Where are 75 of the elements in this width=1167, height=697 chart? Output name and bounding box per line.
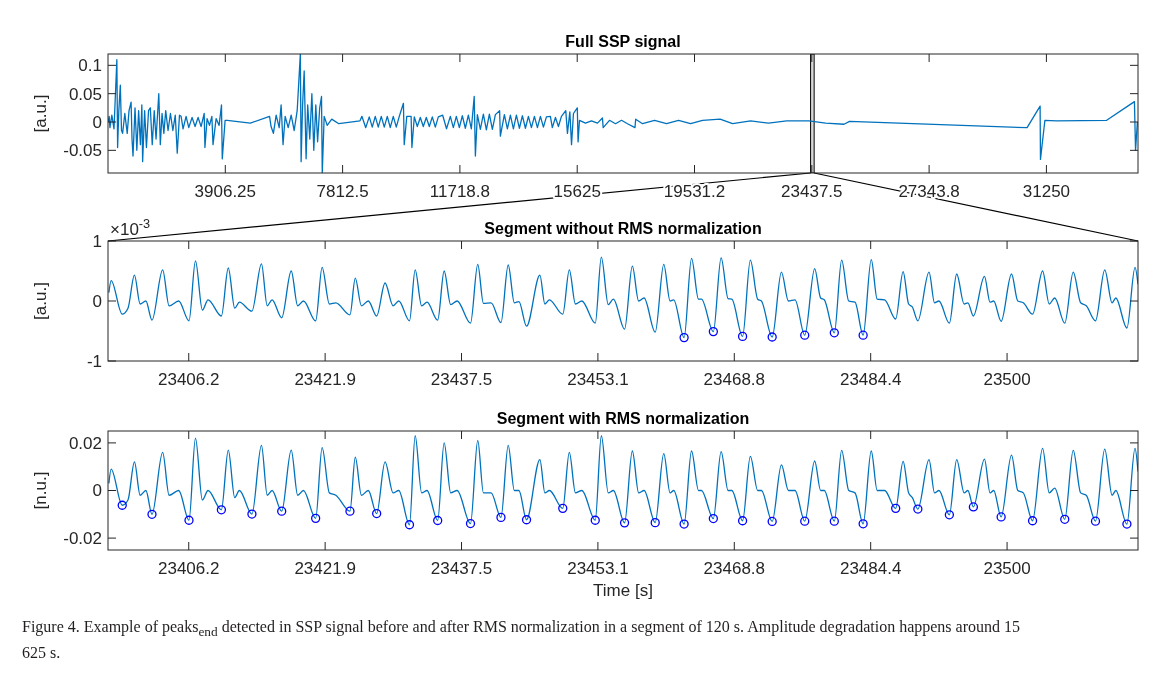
y-axis-title: [a.u.] xyxy=(31,94,50,133)
y-tick-label: 0.02 xyxy=(68,433,102,453)
point xyxy=(858,519,868,529)
x-tick-label: 31250 xyxy=(1022,182,1071,201)
point xyxy=(891,503,901,513)
x-tick-label: 23406.2 xyxy=(158,370,220,389)
point xyxy=(311,513,321,523)
point xyxy=(247,509,257,519)
x-tick-label: 23437.5 xyxy=(430,559,493,578)
y-axis-title: [a.u.] xyxy=(31,282,50,320)
x-tick-label: 23406.2 xyxy=(158,559,220,578)
point xyxy=(147,509,157,519)
y-tick-label: -0.05 xyxy=(63,141,102,161)
y-tick-label: 0 xyxy=(92,112,102,132)
point xyxy=(277,506,287,516)
y-tick-label: 0.1 xyxy=(78,56,102,76)
x-tick-label: 23500 xyxy=(983,370,1031,389)
x-tick-label: 23484.4 xyxy=(839,559,902,578)
point xyxy=(737,516,748,526)
text: ×10$^{-3}$ xyxy=(110,215,151,239)
point xyxy=(184,515,194,525)
x-tick-label: 23468.8 xyxy=(703,370,766,389)
x-tick-label: 23484.4 xyxy=(839,370,902,389)
point xyxy=(345,506,355,516)
text: Figure 4. Example of peaks$_{end}$ detected in SSP signal before and after RMS normalization in a segment of 120 s. Amplitude degradation happens around 15 625 s. xyxy=(22,618,1020,662)
y-tick-label: 0 xyxy=(92,291,102,311)
y-tick-label: -1 xyxy=(86,351,102,371)
x-tick-label: 19531.2 xyxy=(663,182,726,201)
x-tick-label: 3906.25 xyxy=(194,182,257,201)
x-tick-label: 23500 xyxy=(983,559,1031,578)
point xyxy=(968,502,979,512)
x-tick-label: 23421.9 xyxy=(294,370,356,389)
point xyxy=(1122,519,1132,529)
point xyxy=(767,516,777,527)
y-tick-label: 0 xyxy=(92,481,102,501)
point xyxy=(679,519,689,529)
y-axis-title: [n.u.] xyxy=(31,471,50,510)
point xyxy=(558,503,568,513)
point xyxy=(372,508,382,519)
point xyxy=(996,512,1006,522)
y-tick-label: 1 xyxy=(92,231,102,251)
chart-title: Full SSP signal xyxy=(565,33,681,50)
y-tick-label: -0.02 xyxy=(63,529,102,549)
point xyxy=(521,515,532,525)
chart-title: Segment without RMS normalization xyxy=(484,220,762,237)
point xyxy=(590,515,600,525)
point xyxy=(1027,516,1038,526)
x-tick-label: 23421.9 xyxy=(294,559,356,578)
point xyxy=(619,518,630,528)
x-tick-label: 11718.8 xyxy=(429,182,491,201)
x-tick-label: 23453.1 xyxy=(567,370,629,389)
point xyxy=(404,520,415,530)
x-tick-label: 23437.5 xyxy=(781,182,843,201)
point xyxy=(117,500,127,510)
x-axis-title: Time [s] xyxy=(593,581,653,600)
point xyxy=(913,504,923,514)
point xyxy=(433,515,443,526)
point xyxy=(496,512,506,523)
x-tick-label: 23468.8 xyxy=(703,559,766,578)
point xyxy=(1090,516,1101,526)
x-tick-label: 7812.5 xyxy=(316,182,369,201)
point xyxy=(465,518,476,529)
point xyxy=(800,516,810,526)
point xyxy=(650,517,660,528)
point xyxy=(1060,514,1070,524)
point xyxy=(216,505,227,515)
point xyxy=(944,510,955,520)
x-tick-label: 23437.5 xyxy=(430,370,493,389)
point xyxy=(708,513,718,524)
chart-title: Segment with RMS normalization xyxy=(496,410,750,427)
x-tick-label: 27343.8 xyxy=(898,182,960,201)
y-tick-label: 0.05 xyxy=(68,84,102,104)
line-series xyxy=(108,54,1138,173)
x-tick-label: 23453.1 xyxy=(567,559,629,578)
point xyxy=(829,516,839,526)
